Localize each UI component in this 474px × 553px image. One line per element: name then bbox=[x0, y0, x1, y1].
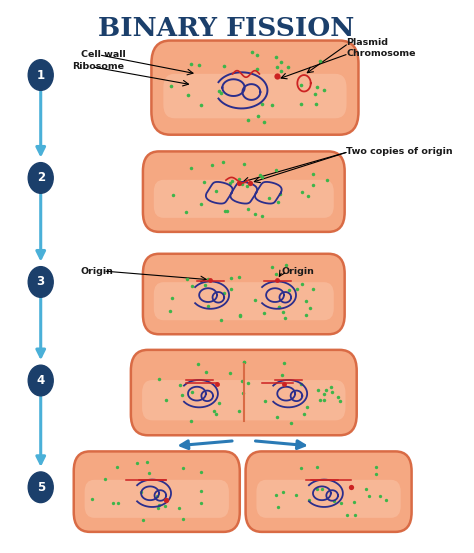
FancyBboxPatch shape bbox=[151, 40, 358, 135]
Circle shape bbox=[28, 365, 53, 396]
Circle shape bbox=[28, 60, 53, 90]
Circle shape bbox=[28, 472, 53, 503]
Text: Origin: Origin bbox=[282, 267, 315, 275]
FancyBboxPatch shape bbox=[85, 480, 229, 518]
Text: BINARY FISSION: BINARY FISSION bbox=[98, 17, 354, 41]
FancyBboxPatch shape bbox=[154, 180, 334, 218]
Text: Ribosome: Ribosome bbox=[72, 62, 124, 71]
FancyBboxPatch shape bbox=[154, 282, 334, 320]
FancyBboxPatch shape bbox=[256, 480, 401, 518]
FancyBboxPatch shape bbox=[164, 74, 346, 118]
Text: Two copies of origin: Two copies of origin bbox=[346, 147, 453, 155]
Text: 3: 3 bbox=[36, 275, 45, 289]
FancyBboxPatch shape bbox=[143, 254, 345, 334]
Circle shape bbox=[28, 267, 53, 298]
FancyBboxPatch shape bbox=[74, 451, 240, 532]
Circle shape bbox=[28, 163, 53, 194]
FancyBboxPatch shape bbox=[131, 350, 357, 435]
Text: 2: 2 bbox=[36, 171, 45, 185]
Text: Plasmid: Plasmid bbox=[346, 38, 388, 46]
FancyBboxPatch shape bbox=[246, 451, 411, 532]
Text: 1: 1 bbox=[36, 69, 45, 81]
FancyBboxPatch shape bbox=[142, 380, 346, 420]
Text: 5: 5 bbox=[36, 481, 45, 494]
Text: Origin: Origin bbox=[81, 267, 114, 275]
Text: Chromosome: Chromosome bbox=[346, 49, 416, 58]
FancyBboxPatch shape bbox=[143, 152, 345, 232]
Text: Cell wall: Cell wall bbox=[81, 50, 126, 59]
Text: 4: 4 bbox=[36, 374, 45, 387]
